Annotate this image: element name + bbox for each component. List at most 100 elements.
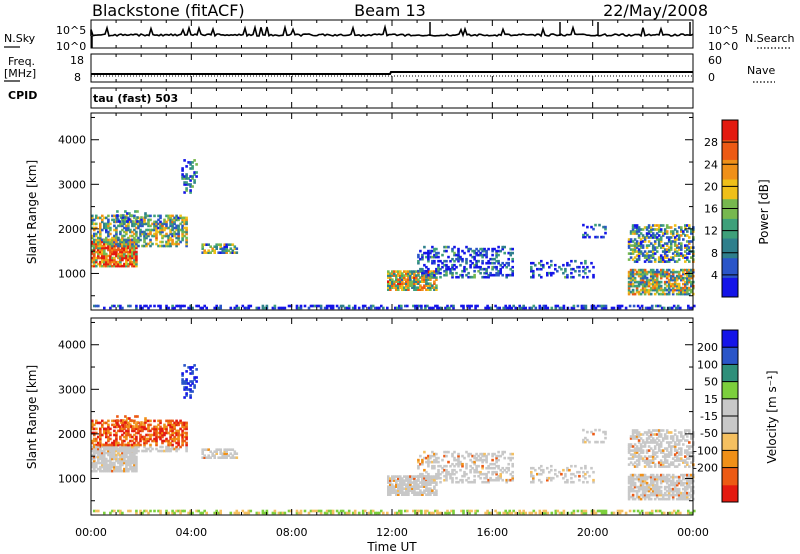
velocity-cell: [138, 425, 141, 428]
power-cell: [668, 306, 672, 310]
power-cell: [413, 284, 416, 287]
velocity-cell: [107, 447, 110, 451]
power-cell: [657, 280, 661, 284]
velocity-cell: [655, 433, 659, 436]
velocity-cell: [483, 458, 486, 462]
velocity-cell: [119, 443, 122, 447]
velocity-cell: [145, 441, 148, 445]
power-colorbar-segment: [722, 218, 738, 239]
velocity-cell: [95, 463, 98, 467]
power-cell: [663, 254, 667, 257]
velocity-cell: [433, 480, 436, 484]
velocity-cell: [122, 419, 125, 422]
power-cell: [465, 273, 468, 277]
power-cell: [596, 304, 600, 308]
velocity-cell: [95, 439, 98, 443]
velocity-cell: [506, 511, 509, 515]
power-cell: [380, 304, 383, 308]
power-cell: [665, 284, 669, 288]
velocity-cell: [659, 441, 663, 444]
velocity-cell: [125, 459, 128, 463]
power-cell: [93, 242, 96, 246]
power-cell: [401, 274, 404, 277]
velocity-cell: [451, 478, 454, 482]
velocity-cell: [127, 427, 130, 431]
velocity-cell: [455, 470, 458, 474]
power-cell: [592, 304, 596, 308]
velocity-cell: [639, 447, 643, 450]
power-cell: [665, 236, 669, 239]
velocity-cell: [403, 483, 406, 486]
velocity-cell: [686, 491, 689, 495]
velocity-cell: [661, 495, 665, 499]
power-cell: [473, 251, 476, 255]
power-cell: [313, 304, 317, 308]
power-cell: [111, 248, 114, 252]
velocity-cell: [477, 454, 480, 458]
velocity-cell: [481, 452, 484, 456]
power-cell: [109, 254, 112, 258]
power-cell: [127, 252, 130, 256]
power-cell: [532, 261, 535, 265]
power-cell: [153, 228, 156, 232]
power-cell: [421, 273, 424, 277]
power-cell: [167, 234, 170, 238]
velocity-cell: [686, 497, 689, 501]
velocity-cell: [151, 439, 154, 443]
power-cell: [498, 306, 501, 310]
power-cell: [125, 230, 128, 234]
power-cell: [119, 254, 122, 258]
power-cell: [459, 257, 462, 261]
power-cell: [486, 304, 489, 308]
power-cell: [173, 216, 176, 220]
velocity-cell: [155, 429, 158, 433]
power-cell: [97, 254, 100, 258]
power-cell: [173, 232, 176, 236]
power-cell: [631, 250, 635, 253]
velocity-cell: [175, 419, 178, 423]
velocity-cell: [221, 456, 224, 459]
power-cell: [139, 230, 142, 234]
velocity-cell: [669, 453, 673, 456]
power-cell: [117, 248, 120, 252]
velocity-cell: [635, 455, 639, 458]
power-cell: [476, 304, 479, 308]
power-cell: [688, 286, 691, 290]
power-cell: [127, 244, 130, 248]
power-cell: [671, 288, 675, 292]
velocity-cell: [413, 485, 416, 488]
velocity-cell: [229, 448, 233, 451]
velocity-cell: [187, 511, 190, 515]
velocity-cell: [639, 477, 643, 481]
power-cell: [93, 240, 96, 244]
power-cell: [481, 247, 484, 251]
power-cell: [680, 230, 683, 233]
power-cell: [415, 280, 418, 283]
velocity-cell: [109, 459, 112, 463]
velocity-cell: [131, 457, 134, 461]
power-cell: [155, 232, 158, 236]
power-cell: [493, 265, 496, 269]
velocity-cell: [417, 477, 420, 480]
power-cell: [669, 274, 673, 278]
velocity-cell: [421, 460, 424, 464]
power-cell: [655, 246, 659, 249]
power-cell: [425, 278, 428, 281]
velocity-cell: [427, 462, 430, 466]
power-cell: [641, 240, 645, 243]
velocity-cell: [163, 423, 166, 427]
power-cell: [153, 224, 156, 228]
power-cell: [183, 181, 186, 184]
power-cell: [123, 252, 126, 256]
velocity-cell: [129, 467, 132, 471]
power-cell: [163, 234, 166, 238]
power-cell: [109, 238, 112, 242]
power-cell: [163, 222, 166, 226]
power-cell: [649, 260, 653, 263]
velocity-cell: [167, 511, 170, 515]
power-cell: [641, 244, 645, 247]
power-cell: [641, 278, 645, 282]
power-cell: [451, 247, 454, 251]
velocity-cell: [181, 374, 184, 377]
velocity-cell: [185, 447, 188, 451]
